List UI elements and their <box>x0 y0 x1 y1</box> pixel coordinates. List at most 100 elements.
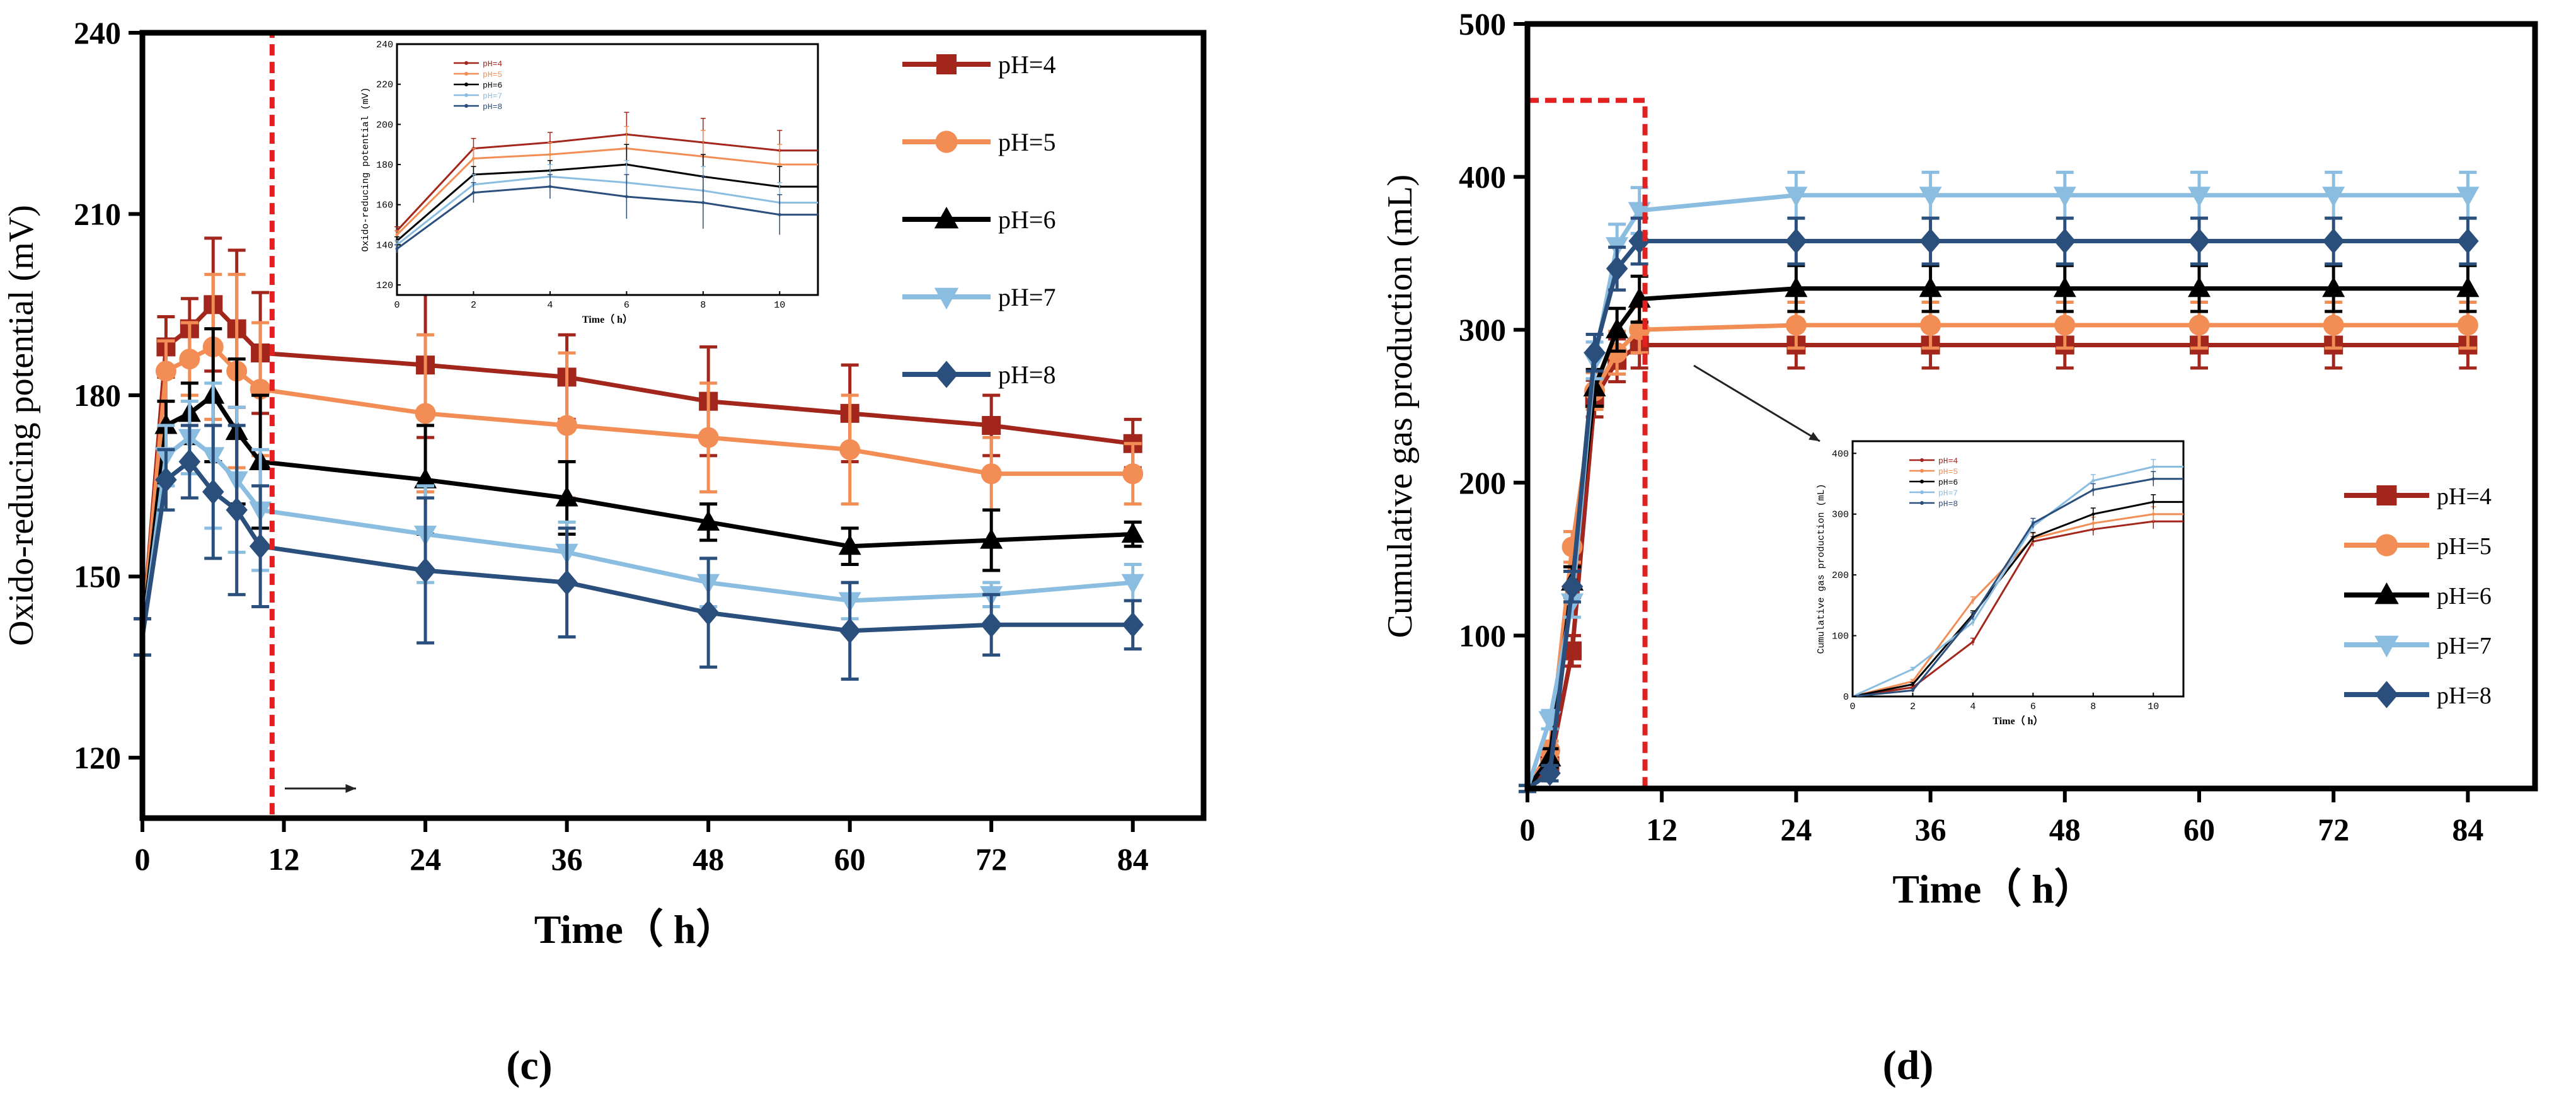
inset-legend-label: pH=8 <box>1938 499 1958 509</box>
data-point <box>982 416 1001 435</box>
legend-marker <box>935 130 958 153</box>
data-point <box>2053 276 2076 297</box>
inset-series-pH-8 <box>1852 471 2183 698</box>
inset-y-tick-label: 120 <box>376 280 393 291</box>
legend-label: pH=4 <box>998 50 1055 79</box>
inset-data-point <box>2091 479 2095 483</box>
data-point <box>154 413 178 434</box>
inset-data-point <box>2091 512 2095 516</box>
inset-legend-label: pH=4 <box>483 59 502 69</box>
zoom-arrow <box>1693 364 1820 442</box>
legend-label: pH=6 <box>2437 583 2492 609</box>
inset-data-point <box>2031 521 2035 525</box>
legend-marker <box>2375 534 2398 557</box>
inset-data-point <box>2091 488 2095 492</box>
inset-x-tick-label: 8 <box>2090 702 2096 712</box>
legend-marker <box>936 54 957 74</box>
y-axis-label: Cumulative gas production (mL) <box>1381 175 1420 638</box>
x-tick-label: 12 <box>1646 812 1677 847</box>
inset-data-point <box>624 195 628 199</box>
data-point <box>1919 187 1942 207</box>
inset-legend-marker <box>1920 480 1924 483</box>
inset-legend-marker <box>464 83 468 86</box>
data-point <box>2322 276 2345 297</box>
inset-legend-marker <box>464 61 468 65</box>
inset-x-tick-label: 2 <box>1910 702 1916 712</box>
inset-x-tick-label: 4 <box>1970 702 1975 712</box>
inset-series-pH-6 <box>1852 494 2183 698</box>
data-point <box>1584 340 1606 366</box>
legend-label: pH=7 <box>2437 633 2492 659</box>
data-point <box>202 479 224 505</box>
data-point <box>1122 463 1144 485</box>
data-point <box>1122 612 1144 638</box>
data-point <box>1920 315 1941 336</box>
inset-data-point <box>471 156 475 160</box>
inset-x-tick-label: 10 <box>774 300 785 311</box>
data-point <box>2323 315 2344 336</box>
data-point <box>1121 574 1144 594</box>
data-point <box>1785 187 1808 207</box>
inset-x-tick-label: 0 <box>1849 702 1855 712</box>
inset-x-tick-label: 8 <box>700 300 706 311</box>
data-point <box>2322 228 2345 254</box>
data-point <box>155 361 176 382</box>
data-point <box>2188 315 2210 336</box>
inset-data-point <box>1971 615 1975 618</box>
inset-y-tick-label: 300 <box>1832 510 1849 521</box>
data-point <box>2188 228 2211 254</box>
data-point <box>980 463 1002 485</box>
inset-frame <box>1851 440 2185 698</box>
y-tick-label: 150 <box>74 559 121 594</box>
x-tick-label: 48 <box>693 841 724 877</box>
highlight-box <box>1525 98 1648 791</box>
inset-y-tick-label: 200 <box>376 120 393 130</box>
panel-c-caption: (c) <box>506 1042 552 1089</box>
inset-data-point <box>395 247 399 251</box>
data-point <box>838 534 861 555</box>
inset-data-point <box>778 213 781 217</box>
inset-data-point <box>395 233 399 236</box>
inset-y-axis-label: Cumulative gas production (mL) <box>1816 483 1827 654</box>
legend-label: pH=5 <box>998 128 1055 156</box>
x-tick-label: 24 <box>1780 812 1812 847</box>
x-tick-label: 24 <box>410 841 441 877</box>
data-point <box>2053 187 2076 207</box>
data-point <box>1919 276 1942 297</box>
data-point <box>2054 228 2076 254</box>
data-point <box>698 427 719 448</box>
data-point <box>1628 202 1651 222</box>
legend: pH=4 pH=5 pH=6 pH=7 pH=8 <box>902 50 1055 389</box>
x-axis-label: Time（ h） <box>534 907 737 952</box>
inset-chart: 0 2 4 6 8 10 120 140 160 180 200 220 240 Time（ h） Oxid… <box>360 40 819 325</box>
data-point <box>1785 315 1807 336</box>
data-point <box>1919 228 1941 254</box>
inset-data-point <box>1971 640 1975 644</box>
inset-y-tick-label: 100 <box>1832 632 1849 642</box>
inset-data-point <box>2151 512 2155 516</box>
legend-marker <box>934 287 959 309</box>
inset-data-point <box>778 163 781 166</box>
y-tick-label: 300 <box>1459 312 1506 347</box>
x-tick-label: 48 <box>2049 812 2081 847</box>
legend-marker <box>2376 485 2397 505</box>
y-tick-label: 210 <box>74 197 121 232</box>
y-tick-label: 120 <box>74 740 121 775</box>
inset-data-point <box>548 185 552 188</box>
series-line <box>1526 238 2468 790</box>
data-point <box>555 486 578 507</box>
inset-legend-marker <box>1920 458 1924 462</box>
legend-marker <box>2375 681 2398 708</box>
y-tick-label: 400 <box>1459 159 1506 195</box>
legend: pH=4 pH=5 pH=6 pH=7 pH=8 <box>2344 483 2492 709</box>
data-point <box>1561 574 1584 600</box>
series-pH-8 <box>134 424 1144 681</box>
data-point <box>414 557 437 584</box>
inset-x-tick-label: 6 <box>624 300 630 311</box>
legend-marker <box>934 207 959 229</box>
x-tick-label: 60 <box>834 841 866 877</box>
y-axis-label: Oxido-reducing potential (mV) <box>2 205 41 646</box>
